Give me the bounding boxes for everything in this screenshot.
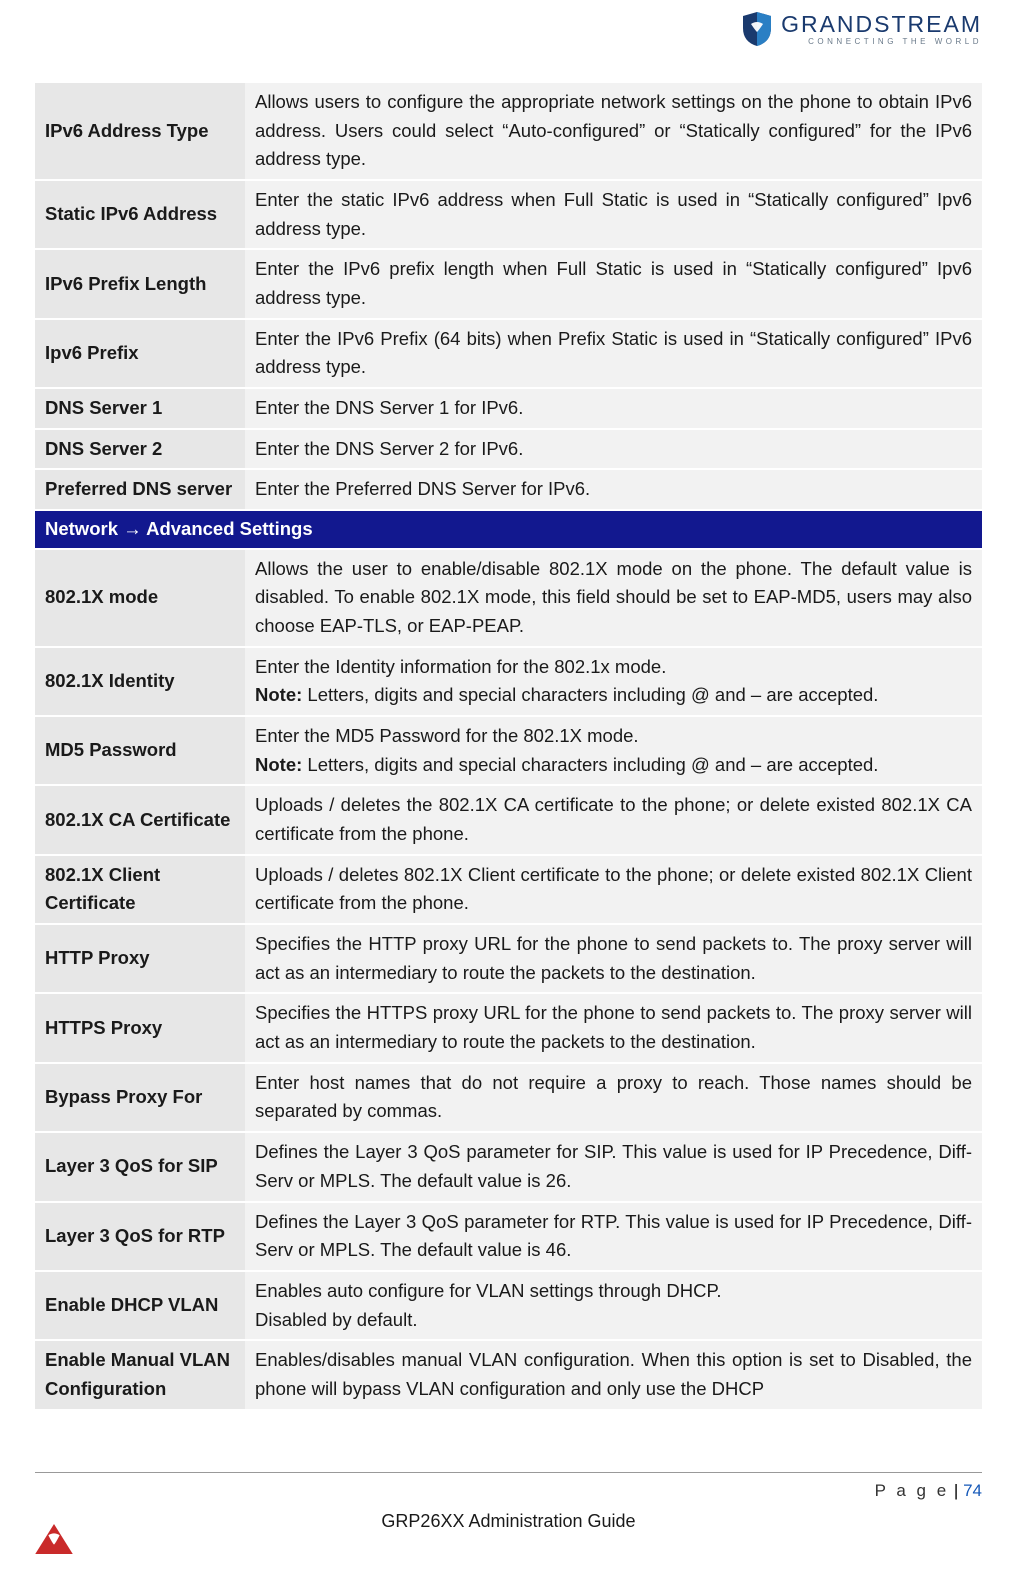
setting-description: Enter the Preferred DNS Server for IPv6.	[245, 469, 982, 510]
setting-description: Specifies the HTTPS proxy URL for the ph…	[245, 993, 982, 1062]
table-row: Layer 3 QoS for SIPDefines the Layer 3 Q…	[35, 1132, 982, 1201]
setting-description: Specifies the HTTP proxy URL for the pho…	[245, 924, 982, 993]
setting-label: 802.1X Identity	[35, 647, 245, 716]
setting-label: MD5 Password	[35, 716, 245, 785]
setting-label: Layer 3 QoS for SIP	[35, 1132, 245, 1201]
page-footer: P a g e | 74 GRP26XX Administration Guid…	[35, 1472, 982, 1532]
setting-description: Enter the DNS Server 2 for IPv6.	[245, 429, 982, 470]
table-row: HTTP ProxySpecifies the HTTP proxy URL f…	[35, 924, 982, 993]
table-row: Ipv6 PrefixEnter the IPv6 Prefix (64 bit…	[35, 319, 982, 388]
section-header-row: Network → Advanced Settings	[35, 510, 982, 549]
setting-label: Enable DHCP VLAN	[35, 1271, 245, 1340]
page-number: 74	[963, 1481, 982, 1500]
footer-shield-icon	[35, 1524, 73, 1554]
setting-label: Bypass Proxy For	[35, 1063, 245, 1132]
setting-description: Enter the IPv6 Prefix (64 bits) when Pre…	[245, 319, 982, 388]
setting-description: Uploads / deletes 802.1X Client certific…	[245, 855, 982, 924]
table-row: Preferred DNS serverEnter the Preferred …	[35, 469, 982, 510]
setting-description: Defines the Layer 3 QoS parameter for RT…	[245, 1202, 982, 1271]
setting-label: HTTP Proxy	[35, 924, 245, 993]
setting-label: DNS Server 1	[35, 388, 245, 429]
table-row: Enable Manual VLAN ConfigurationEnables/…	[35, 1340, 982, 1409]
setting-description: Allows the user to enable/disable 802.1X…	[245, 549, 982, 647]
setting-description: Enter the Identity information for the 8…	[245, 647, 982, 716]
table-row: Static IPv6 AddressEnter the static IPv6…	[35, 180, 982, 249]
table-row: DNS Server 2Enter the DNS Server 2 for I…	[35, 429, 982, 470]
setting-description: Enter the DNS Server 1 for IPv6.	[245, 388, 982, 429]
table-row: 802.1X CA CertificateUploads / deletes t…	[35, 785, 982, 854]
table-row: HTTPS ProxySpecifies the HTTPS proxy URL…	[35, 993, 982, 1062]
table-row: Bypass Proxy ForEnter host names that do…	[35, 1063, 982, 1132]
table-row: IPv6 Prefix LengthEnter the IPv6 prefix …	[35, 249, 982, 318]
section-header: Network → Advanced Settings	[35, 510, 982, 549]
setting-description: Defines the Layer 3 QoS parameter for SI…	[245, 1132, 982, 1201]
table-row: DNS Server 1Enter the DNS Server 1 for I…	[35, 388, 982, 429]
page-label: P a g e	[875, 1481, 950, 1500]
table-row: Enable DHCP VLANEnables auto configure f…	[35, 1271, 982, 1340]
setting-label: Static IPv6 Address	[35, 180, 245, 249]
setting-label: Enable Manual VLAN Configuration	[35, 1340, 245, 1409]
brand-name: GRANDSTREAM	[781, 13, 982, 36]
table-row: 802.1X IdentityEnter the Identity inform…	[35, 647, 982, 716]
setting-label: Ipv6 Prefix	[35, 319, 245, 388]
setting-description: Uploads / deletes the 802.1X CA certific…	[245, 785, 982, 854]
table-row: 802.1X modeAllows the user to enable/dis…	[35, 549, 982, 647]
setting-label: Layer 3 QoS for RTP	[35, 1202, 245, 1271]
setting-description: Enter the IPv6 prefix length when Full S…	[245, 249, 982, 318]
shield-icon	[741, 10, 773, 48]
setting-label: DNS Server 2	[35, 429, 245, 470]
setting-label: HTTPS Proxy	[35, 993, 245, 1062]
table-row: IPv6 Address TypeAllows users to configu…	[35, 83, 982, 180]
brand-tagline: CONNECTING THE WORLD	[781, 38, 982, 46]
setting-description: Allows users to configure the appropriat…	[245, 83, 982, 180]
footer-title: GRP26XX Administration Guide	[35, 1511, 982, 1532]
header-logo: GRANDSTREAM CONNECTING THE WORLD	[741, 10, 982, 48]
table-row: Layer 3 QoS for RTPDefines the Layer 3 Q…	[35, 1202, 982, 1271]
setting-description: Enables auto configure for VLAN settings…	[245, 1271, 982, 1340]
setting-label: IPv6 Address Type	[35, 83, 245, 180]
page-separator: |	[949, 1481, 963, 1500]
setting-label: 802.1X mode	[35, 549, 245, 647]
setting-description: Enter host names that do not require a p…	[245, 1063, 982, 1132]
setting-label: 802.1X Client Certificate	[35, 855, 245, 924]
setting-description: Enter the MD5 Password for the 802.1X mo…	[245, 716, 982, 785]
table-row: 802.1X Client CertificateUploads / delet…	[35, 855, 982, 924]
setting-description: Enter the static IPv6 address when Full …	[245, 180, 982, 249]
setting-label: 802.1X CA Certificate	[35, 785, 245, 854]
setting-label: Preferred DNS server	[35, 469, 245, 510]
setting-label: IPv6 Prefix Length	[35, 249, 245, 318]
table-row: MD5 PasswordEnter the MD5 Password for t…	[35, 716, 982, 785]
settings-table: IPv6 Address TypeAllows users to configu…	[35, 83, 982, 1411]
setting-description: Enables/disables manual VLAN configurati…	[245, 1340, 982, 1409]
